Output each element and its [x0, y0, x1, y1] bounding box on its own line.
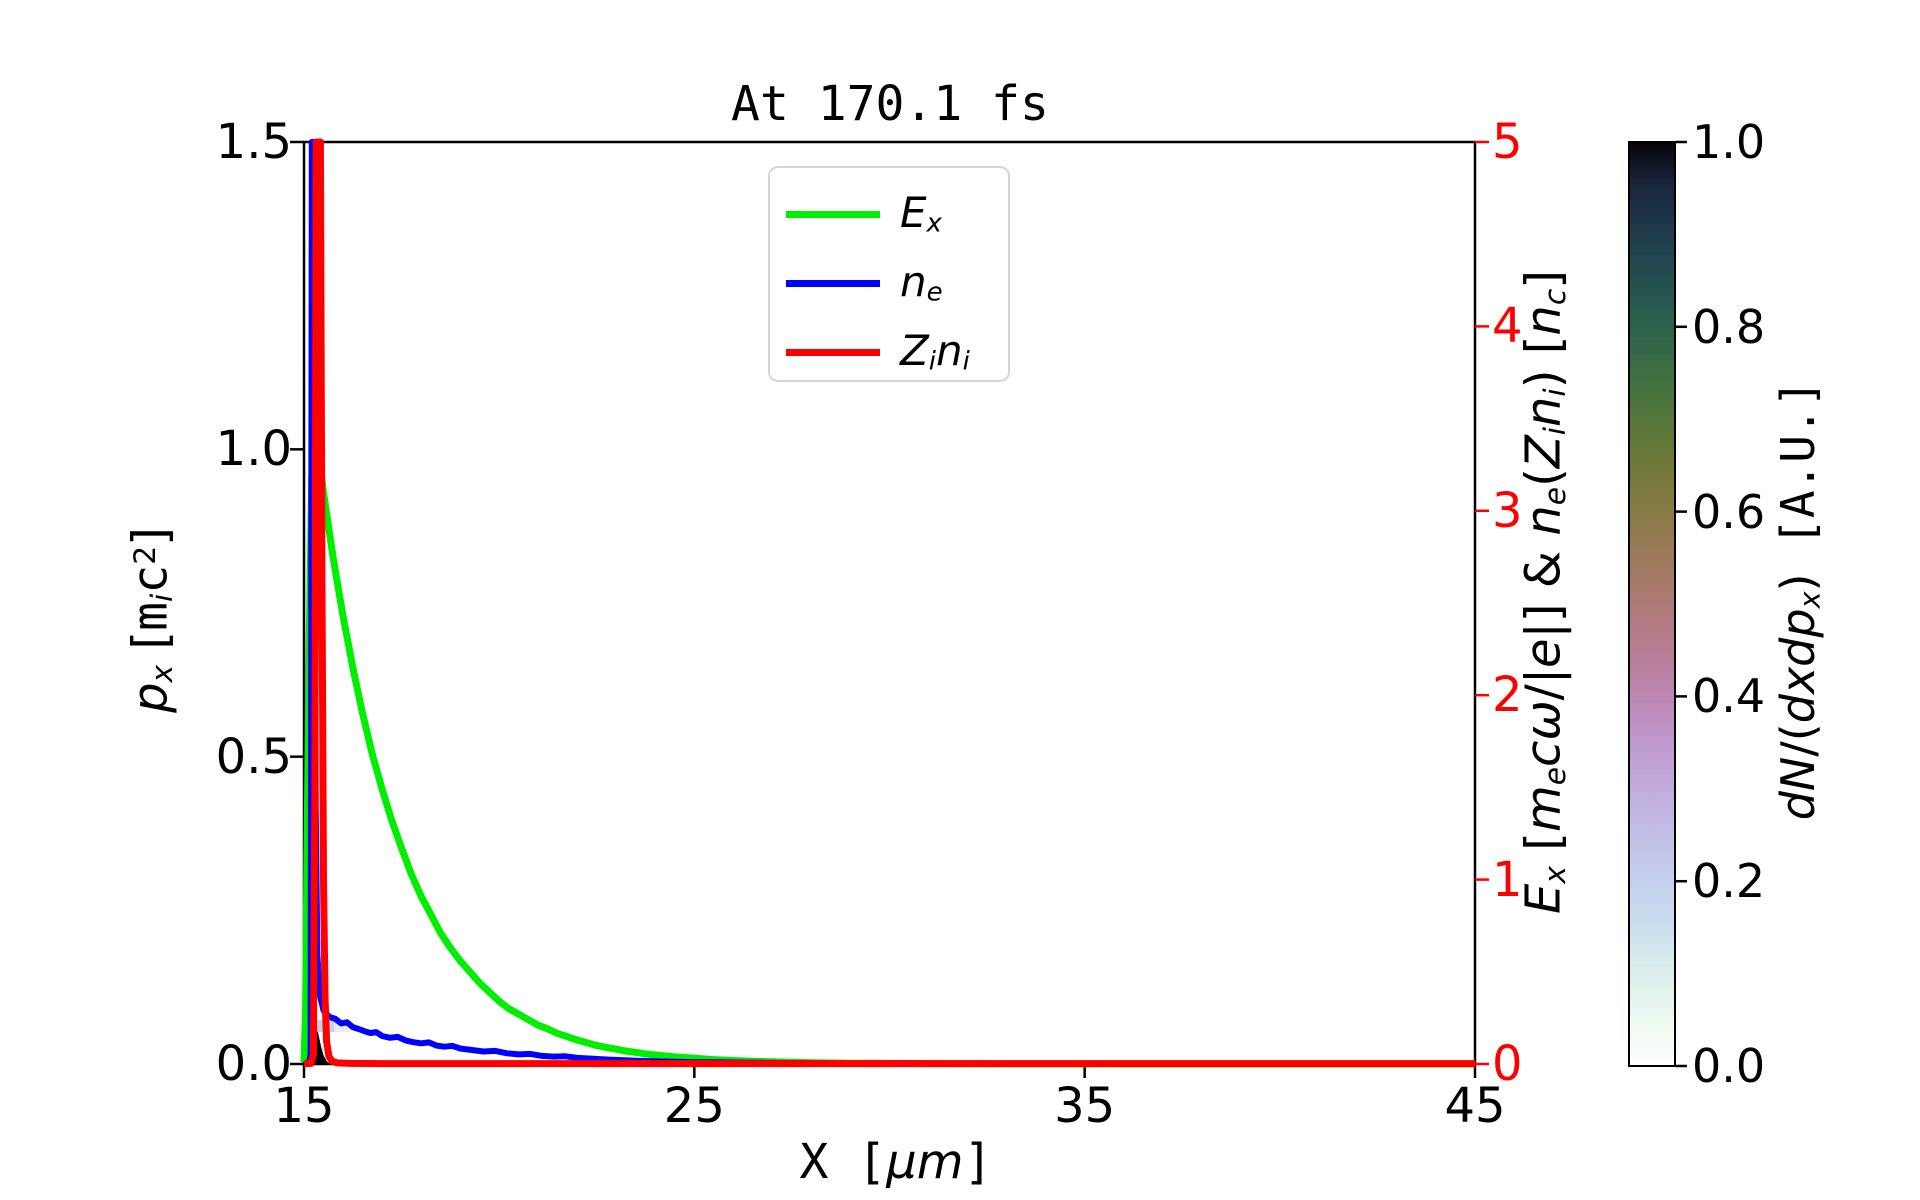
ne-line-swatch	[786, 280, 880, 287]
left-y-tick-label: 1.0	[215, 421, 292, 478]
legend-item-ne: ne	[770, 249, 1008, 318]
colorbar-label: dN/(dxdpx) [A.U.]	[1771, 379, 1827, 821]
colorbar-tick-label: 0.4	[1692, 669, 1766, 724]
right-y-tick-label: 1	[1492, 851, 1523, 908]
colorbar-tick-label: 1.0	[1692, 115, 1766, 169]
legend-label-ne: ne	[900, 257, 943, 308]
left-y-tick-label: 0.5	[215, 728, 292, 785]
left-y-tick-label: 0.0	[215, 1036, 292, 1092]
zini-line-swatch	[786, 349, 880, 356]
colorbar-gradient	[1628, 141, 1676, 1067]
colorbar-tick-label: 0.8	[1692, 299, 1766, 354]
left-y-tick-label: 1.5	[215, 114, 292, 170]
right-y-tick-label: 2	[1492, 667, 1523, 724]
colorbar-tick-label: 0.0	[1692, 1039, 1766, 1093]
legend-item-zini: Zini	[770, 318, 1008, 387]
legend-label-zini: Zini	[900, 326, 970, 377]
right-y-tick-label: 4	[1492, 298, 1523, 355]
right-y-tick-label: 5	[1492, 114, 1523, 170]
x-tick-label: 35	[1054, 1078, 1116, 1134]
plot-title: At 170.1 fs	[731, 76, 1049, 132]
legend-label-ex: Ex	[900, 188, 942, 239]
left-y-axis-label: px [mic2]	[122, 527, 180, 713]
Zini-curve	[303, 138, 1475, 1068]
right-y-tick-label: 3	[1492, 482, 1523, 539]
x-tick-label: 15	[273, 1078, 335, 1134]
ex-line-swatch	[786, 211, 880, 218]
x-tick-label: 45	[1444, 1078, 1506, 1134]
right-y-axis-label: Ex [mecω/|e|] & ne(Zini) [nc]	[1515, 270, 1573, 914]
x-axis-label: X [μm]	[799, 1134, 993, 1190]
colorbar-tick-label: 0.6	[1692, 484, 1766, 539]
x-tick-label: 25	[663, 1078, 725, 1134]
legend-box: Ex ne Zini	[768, 166, 1010, 382]
colorbar-tick-label: 0.2	[1692, 854, 1766, 909]
legend-item-ex: Ex	[770, 180, 1008, 249]
Ex-curve	[300, 429, 1475, 1068]
right-y-tick-label: 0	[1492, 1036, 1523, 1092]
